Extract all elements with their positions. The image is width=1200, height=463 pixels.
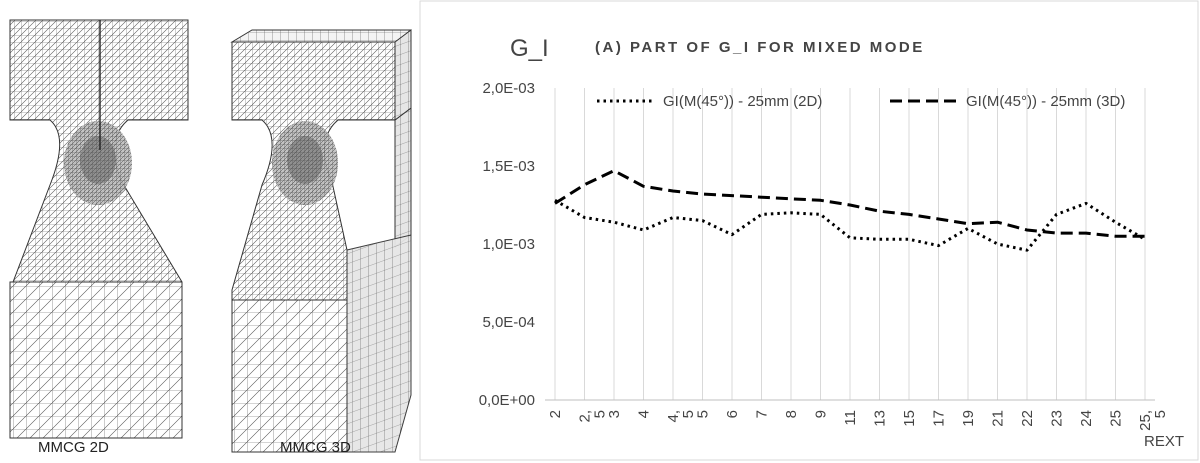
x-tick-label: 8 bbox=[783, 410, 800, 418]
chart-y-ticks: 0,0E+00 5,0E-04 1,0E-03 1,5E-03 2,0E-03 bbox=[479, 80, 535, 409]
svg-text:19: 19 bbox=[960, 410, 977, 427]
svg-text:23: 23 bbox=[1049, 410, 1066, 427]
x-tick-label: 5 bbox=[695, 410, 712, 418]
mesh-3d-illustration bbox=[230, 29, 412, 453]
svg-text:4,: 4, bbox=[665, 410, 682, 423]
x-tick-label: 17 bbox=[931, 410, 948, 427]
svg-text:5: 5 bbox=[1152, 410, 1169, 418]
chart-xlabel: REXT bbox=[1144, 433, 1184, 450]
chart-x-ticks: 2 2,53 4 4,55 6 7 8 9 11 13 15 17 19 21 22 23 24 25 25,5 bbox=[547, 410, 1169, 431]
mesh-2d-label: MMCG 2D bbox=[38, 439, 109, 456]
x-tick-label: 2 bbox=[547, 410, 564, 418]
x-tick-label: 13 bbox=[872, 410, 889, 427]
svg-text:2,: 2, bbox=[577, 410, 594, 423]
svg-text:25,: 25, bbox=[1137, 410, 1154, 431]
mesh-2d-illustration bbox=[9, 19, 189, 439]
y-tick-label: 1,0E-03 bbox=[482, 236, 535, 253]
svg-text:11: 11 bbox=[842, 410, 859, 426]
svg-text:6: 6 bbox=[724, 410, 741, 418]
x-tick-label: 25,5 bbox=[1137, 410, 1169, 431]
chart-title: (A) PART OF G_I FOR MIXED MODE bbox=[595, 39, 925, 56]
x-tick-label: 9 bbox=[813, 410, 830, 418]
svg-text:8: 8 bbox=[783, 410, 800, 418]
svg-text:7: 7 bbox=[754, 410, 771, 418]
chart-series bbox=[554, 169, 1146, 252]
x-tick-label: 23 bbox=[1049, 410, 1066, 427]
svg-text:5: 5 bbox=[695, 410, 712, 418]
svg-text:24: 24 bbox=[1078, 410, 1095, 427]
series-line-3d bbox=[554, 169, 1145, 238]
mesh-3d-label: MMCG 3D bbox=[280, 439, 351, 456]
legend-label-3d: GI(M(45°)) - 25mm (3D) bbox=[966, 93, 1125, 110]
x-tick-label: 24 bbox=[1078, 410, 1095, 427]
x-tick-label: 3 bbox=[606, 410, 623, 418]
x-tick-label: 25 bbox=[1108, 410, 1125, 427]
svg-text:22: 22 bbox=[1019, 410, 1036, 427]
svg-text:25: 25 bbox=[1108, 410, 1125, 427]
y-tick-label: 2,0E-03 bbox=[482, 80, 535, 97]
chart-frame bbox=[419, 0, 1199, 461]
svg-text:9: 9 bbox=[813, 410, 830, 418]
svg-text:5: 5 bbox=[592, 410, 609, 418]
chart-ylabel: G_I bbox=[510, 35, 549, 62]
svg-text:15: 15 bbox=[901, 410, 918, 427]
svg-text:17: 17 bbox=[931, 410, 948, 427]
svg-text:4: 4 bbox=[636, 410, 653, 418]
legend-label-2d: GI(M(45°)) - 25mm (2D) bbox=[663, 93, 822, 110]
svg-text:21: 21 bbox=[990, 410, 1007, 427]
x-tick-label: 4 bbox=[636, 410, 653, 418]
x-tick-label: 15 bbox=[901, 410, 918, 427]
y-tick-label: 1,5E-03 bbox=[482, 158, 535, 175]
x-tick-label: 2,5 bbox=[577, 410, 609, 423]
x-tick-label: 6 bbox=[724, 410, 741, 418]
chart-gridlines bbox=[554, 88, 1146, 400]
chart: G_I (A) PART OF G_I FOR MIXED MODE 0,0E+… bbox=[419, 0, 1199, 461]
svg-text:5: 5 bbox=[680, 410, 697, 418]
x-tick-label: 11 bbox=[842, 410, 859, 426]
svg-text:2: 2 bbox=[547, 410, 564, 418]
svg-text:13: 13 bbox=[872, 410, 889, 427]
x-tick-label: 4,5 bbox=[665, 410, 697, 423]
svg-text:3: 3 bbox=[606, 410, 623, 418]
chart-legend: GI(M(45°)) - 25mm (2D) GI(M(45°)) - 25mm… bbox=[597, 93, 1125, 110]
x-tick-label: 22 bbox=[1019, 410, 1036, 427]
y-tick-label: 5,0E-04 bbox=[482, 314, 535, 331]
y-tick-label: 0,0E+00 bbox=[479, 392, 535, 409]
series-line-2d bbox=[554, 199, 1146, 252]
x-tick-label: 19 bbox=[960, 410, 977, 427]
x-tick-label: 7 bbox=[754, 410, 771, 418]
x-tick-label: 21 bbox=[990, 410, 1007, 427]
